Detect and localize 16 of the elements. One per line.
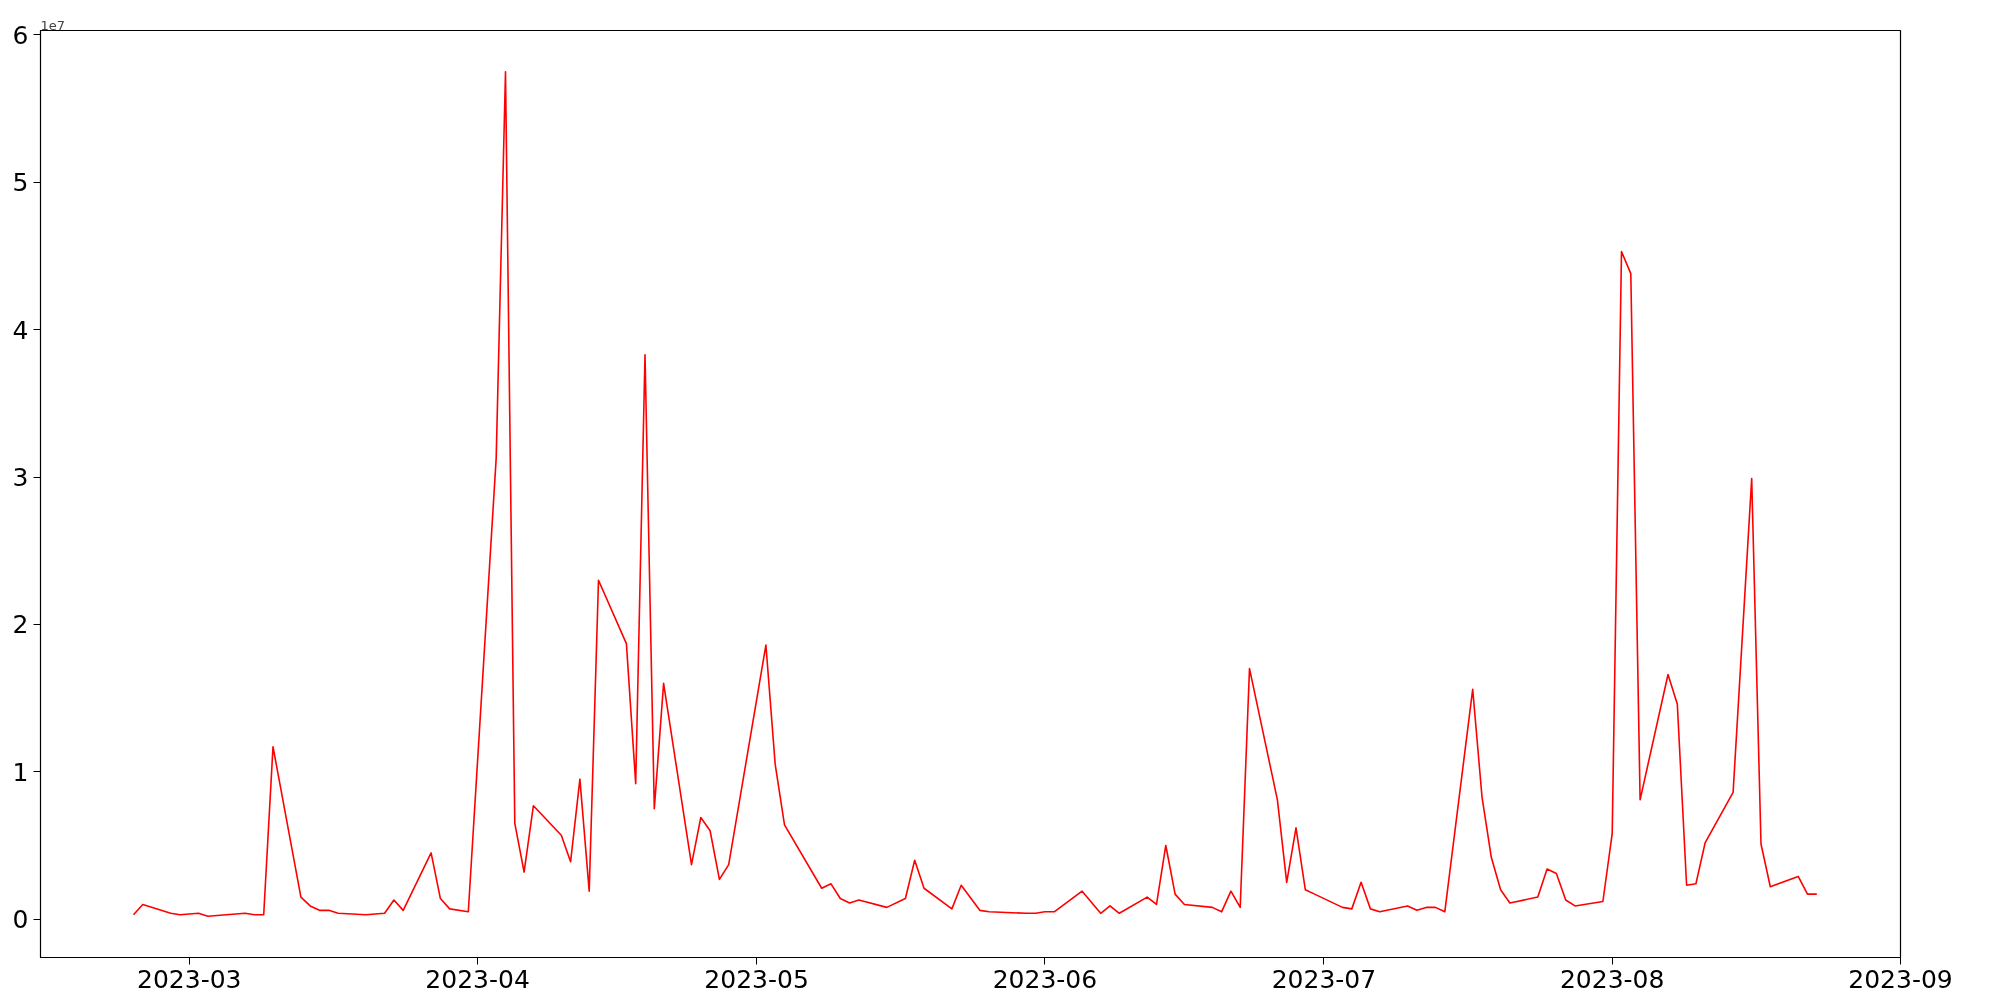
y-tick-label: 6 <box>12 20 29 50</box>
x-tick-label: 2023-04 <box>425 964 530 994</box>
x-tick-label: 2023-06 <box>992 964 1098 994</box>
annotation: 1e7 <box>40 17 66 33</box>
x-tick-label: 2023-08 <box>1559 964 1665 994</box>
x-tick-label: 2023-03 <box>137 964 242 994</box>
x-tick-label: 2023-05 <box>704 964 809 994</box>
y-tick-label: 0 <box>12 905 29 935</box>
y-tick-label: 3 <box>12 463 29 493</box>
y-tick-label: 5 <box>12 168 29 198</box>
y-tick-label: 2 <box>12 610 29 640</box>
line-series <box>132 70 1818 918</box>
x-tick-label: 2023-09 <box>1848 964 1953 994</box>
x-tick-label: 2023-07 <box>1271 964 1377 994</box>
y-tick-label: 1 <box>12 757 29 787</box>
y-tick-label: 4 <box>12 315 29 345</box>
